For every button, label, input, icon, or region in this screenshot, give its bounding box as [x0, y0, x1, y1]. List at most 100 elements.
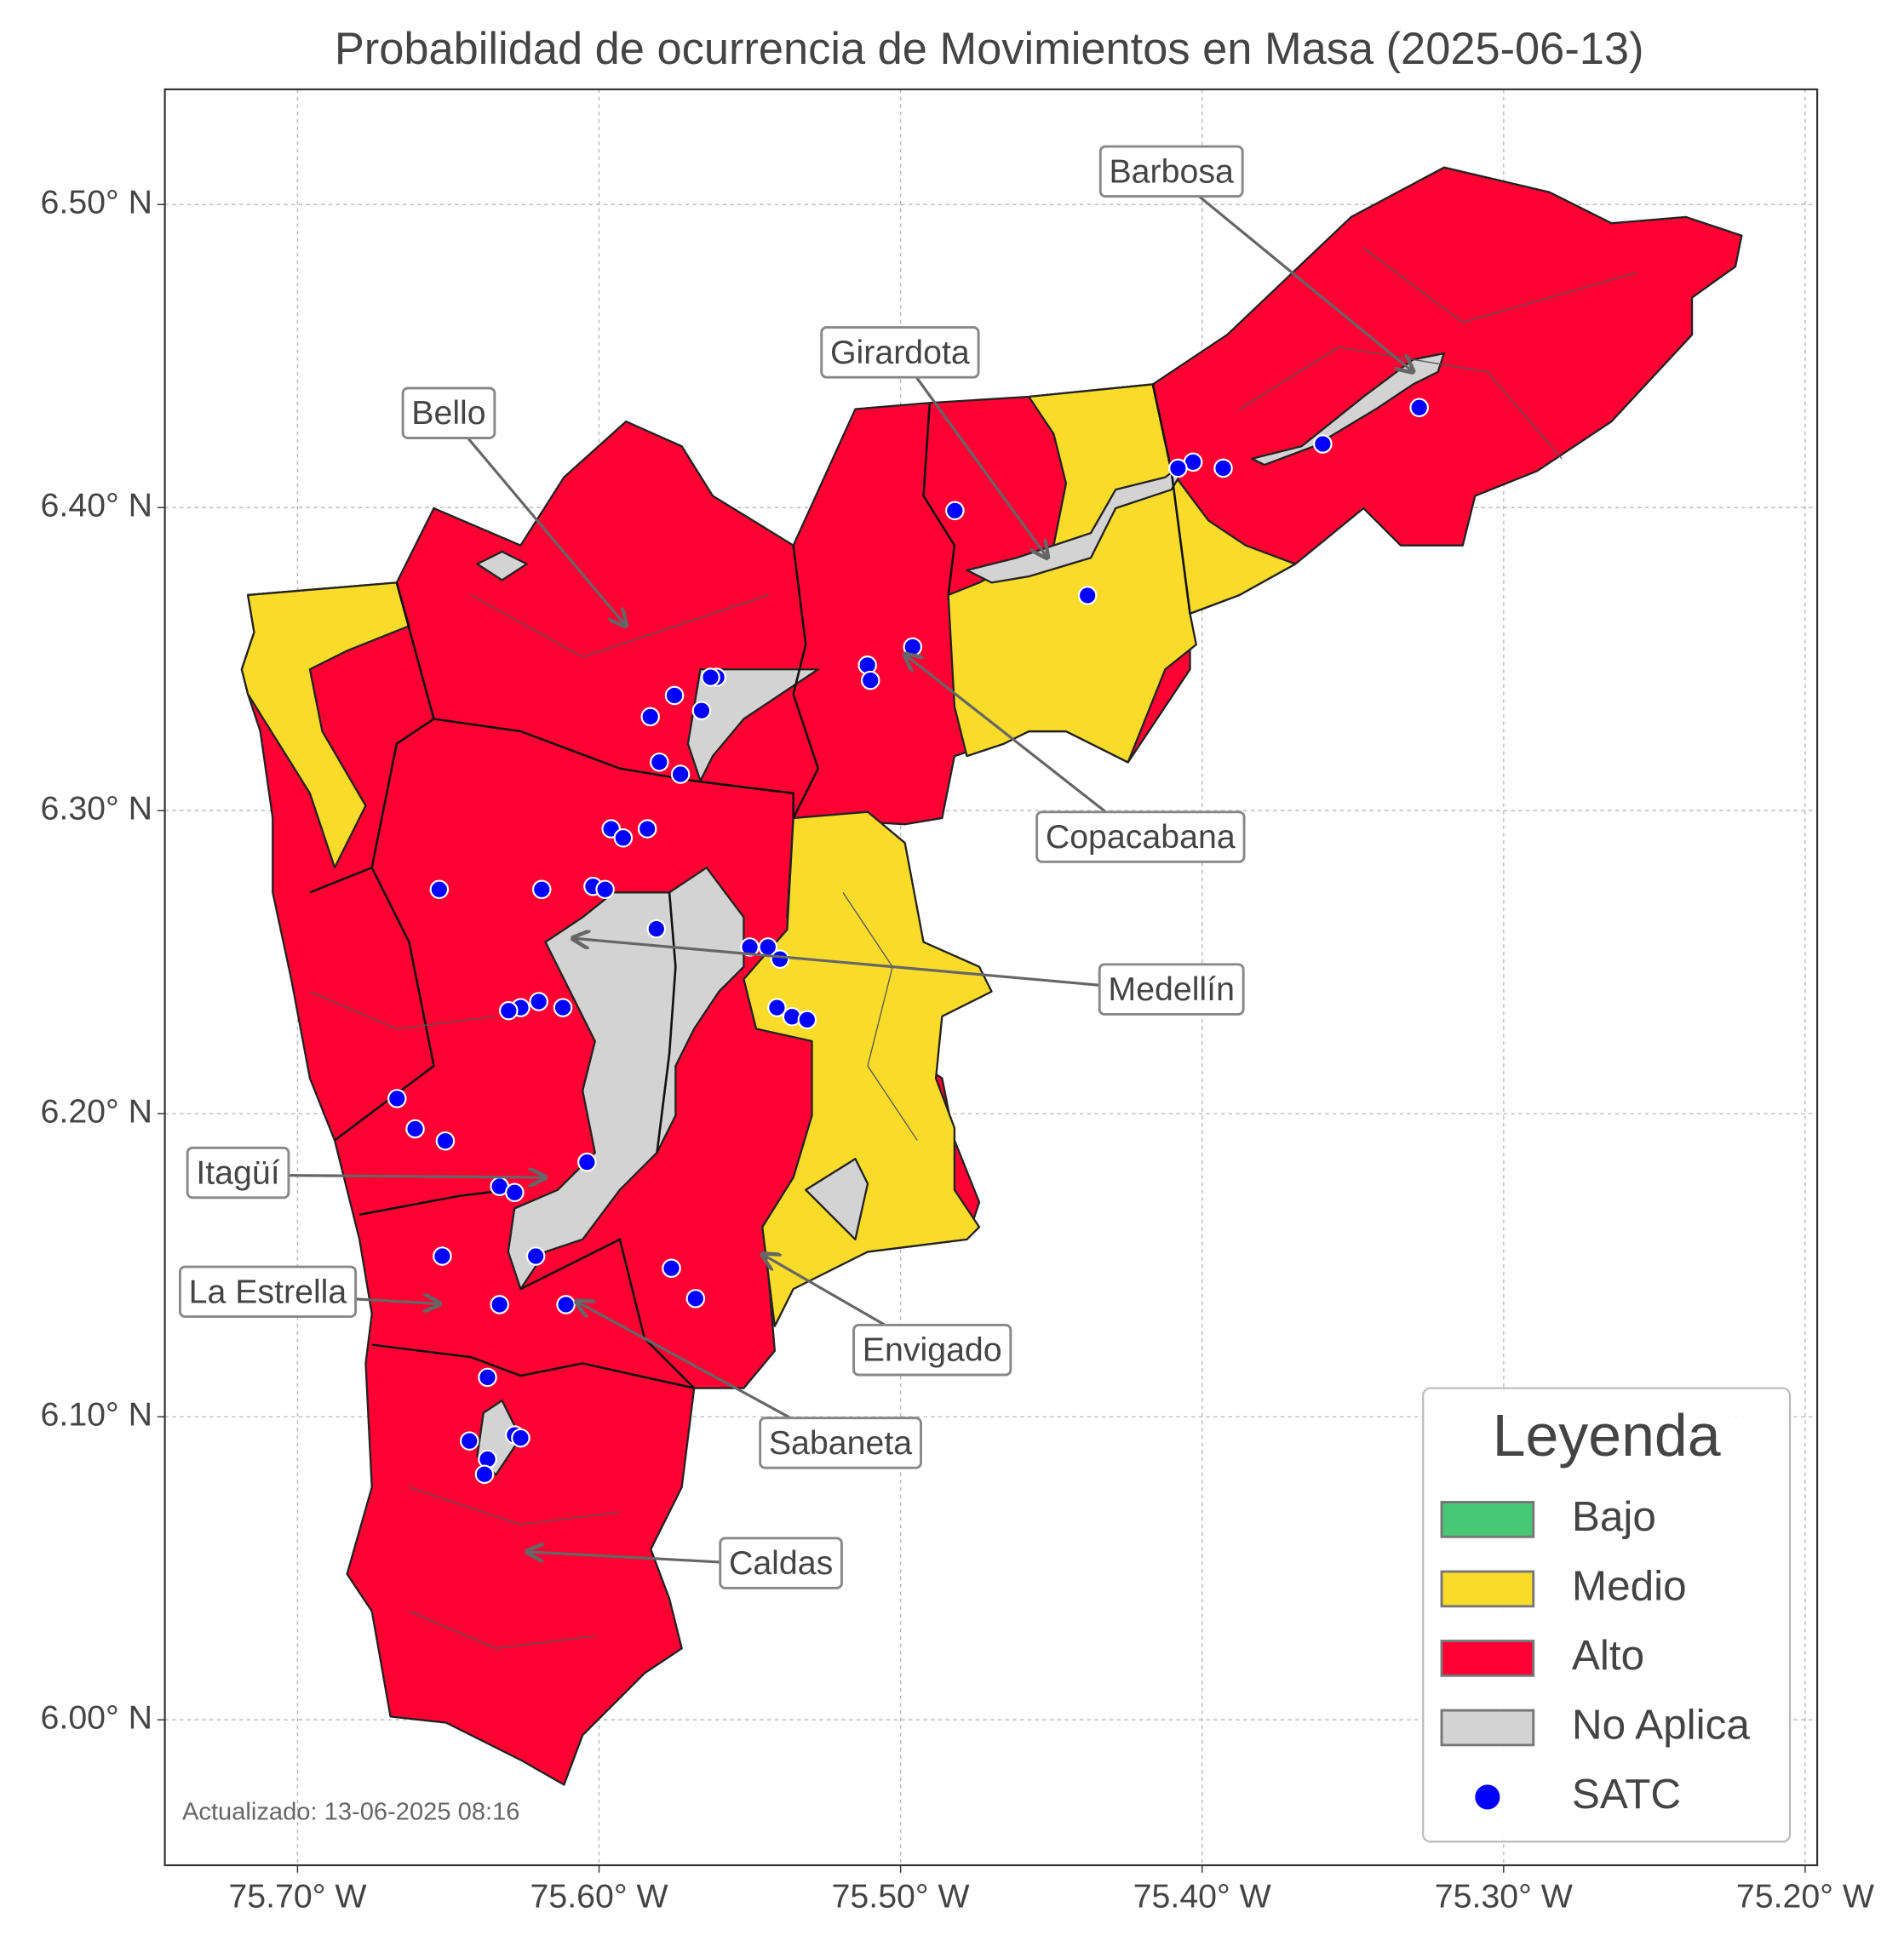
annotation-arrow [898, 353, 1047, 558]
annotation-arrow [447, 414, 626, 626]
annotation-box [852, 1324, 1012, 1377]
annotation-label: Itagüí [196, 1154, 279, 1192]
satc-points [387, 398, 1429, 1485]
annotation-label: Copacabana [1046, 818, 1236, 856]
satc-point [685, 1289, 706, 1308]
annotation-box [820, 326, 980, 379]
legend: Leyenda Bajo Medio Alto No Aplica SATC [1422, 1387, 1792, 1843]
satc-point [646, 919, 667, 939]
municipal-boundary [792, 545, 820, 819]
satc-point [637, 819, 657, 839]
annotation-label: Sabaneta [769, 1424, 912, 1462]
satc-point [770, 949, 790, 969]
satc-point [797, 1010, 817, 1030]
y-tick-label: 6.30° N [41, 790, 153, 827]
satc-point [650, 752, 669, 772]
annotation-label: Girardota [830, 334, 970, 371]
satc-point [435, 1131, 456, 1151]
legend-label: Medio [1572, 1562, 1687, 1609]
x-tick-label: 75.30° W [1435, 1878, 1573, 1915]
region-no-aplica [686, 668, 819, 782]
y-tick-label: 6.50° N [41, 184, 153, 221]
region-no-aplica [805, 1158, 869, 1241]
satc-point [429, 879, 450, 900]
satc-point [1409, 398, 1429, 418]
satc-point [505, 1182, 525, 1203]
satc-point [553, 998, 573, 1017]
municipal-boundary [371, 1343, 695, 1389]
satc-point [556, 1295, 576, 1314]
satc-point [511, 1428, 530, 1448]
sub-boundary [309, 991, 496, 1030]
annotation-label: Caldas [729, 1544, 833, 1582]
annotation-arrow [905, 655, 1142, 840]
y-tick-label: 6.40° N [41, 487, 153, 524]
legend-label: Alto [1572, 1632, 1644, 1679]
sub-boundary [470, 594, 769, 658]
municipal-boundary [519, 1237, 696, 1389]
x-tick-label: 75.20° W [1736, 1878, 1874, 1915]
annotation-box [719, 1537, 843, 1589]
legend-label: No Aplica [1572, 1702, 1751, 1749]
annotation-box [1098, 963, 1245, 1016]
y-tick-label: 6.00° N [41, 1699, 153, 1737]
satc-point [701, 667, 720, 687]
annotation-label: La Estrella [189, 1273, 347, 1310]
satc-point [577, 1152, 597, 1172]
satc-point [767, 998, 787, 1017]
satc-point [595, 879, 615, 900]
annotation-label: Envigado [863, 1331, 1002, 1369]
satc-point [474, 1464, 495, 1485]
annotation-label: Barbosa [1109, 152, 1234, 190]
y-tick-label: 6.10° N [41, 1396, 153, 1434]
x-tick-label: 75.50° W [832, 1878, 970, 1915]
x-tick-label: 75.40° W [1133, 1878, 1271, 1915]
satc-point [1213, 458, 1233, 478]
satc-point [405, 1119, 425, 1139]
satc-point [860, 670, 880, 690]
satc-point [433, 1246, 452, 1266]
sub-boundary [1362, 247, 1637, 324]
sub-boundary [409, 1611, 595, 1649]
satc-point [525, 1246, 546, 1266]
satc-point [387, 1089, 407, 1108]
footnote: Actualizado: 13-06-2025 08:16 [182, 1799, 520, 1826]
satc-point [499, 1000, 519, 1021]
legend-label: Bajo [1572, 1493, 1656, 1540]
region-medio [240, 581, 410, 869]
satc-point [1077, 586, 1098, 605]
sub-boundary [409, 1486, 620, 1526]
legend-swatch [1440, 1640, 1535, 1677]
satc-point [903, 637, 923, 657]
annotation-label: Medellín [1108, 970, 1235, 1008]
municipal-boundary [309, 582, 436, 894]
x-tick-label: 75.60° W [530, 1878, 668, 1915]
satc-point [1168, 458, 1188, 478]
satc-point [662, 1258, 681, 1279]
annotation-arrow [573, 938, 1172, 993]
legend-swatch [1440, 1501, 1535, 1538]
legend-swatch [1440, 1570, 1535, 1608]
annotation-label: Bello [411, 394, 485, 432]
satc-point [613, 827, 634, 848]
municipal-boundary [656, 892, 677, 1154]
satc-point [664, 685, 685, 706]
annotation-box [1035, 810, 1246, 863]
annotation-box [178, 1265, 358, 1319]
regions [240, 166, 1743, 1786]
satc-point [490, 1295, 509, 1314]
legend-swatch [1440, 1709, 1535, 1747]
plot-frame [163, 88, 1819, 1867]
annotation-box [759, 1417, 922, 1469]
satc-point [1313, 434, 1333, 454]
region-medio [743, 810, 993, 1327]
satc-point [691, 701, 712, 721]
region-no-aplica [507, 867, 745, 1291]
legend-label: SATC [1572, 1771, 1681, 1818]
satc-point [640, 707, 661, 727]
municipal-boundary [433, 718, 794, 818]
annotation-box [186, 1146, 290, 1200]
sub-boundary [842, 891, 918, 1141]
